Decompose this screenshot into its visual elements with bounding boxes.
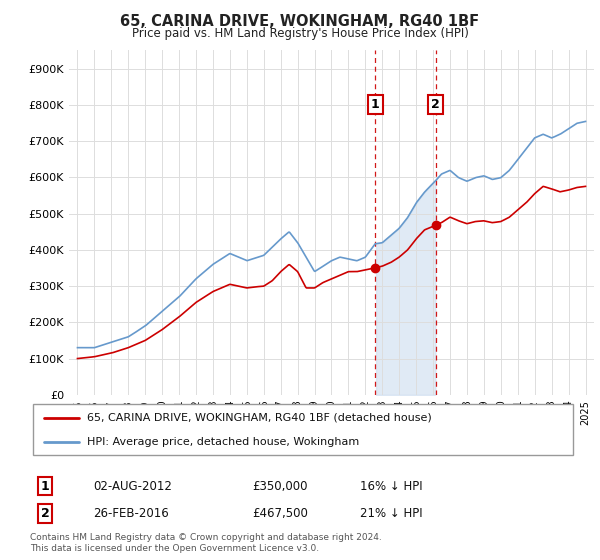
- Text: 2: 2: [41, 507, 49, 520]
- Text: 21% ↓ HPI: 21% ↓ HPI: [360, 507, 422, 520]
- Text: 2: 2: [431, 98, 440, 111]
- Text: 1: 1: [371, 98, 380, 111]
- Text: Price paid vs. HM Land Registry's House Price Index (HPI): Price paid vs. HM Land Registry's House …: [131, 27, 469, 40]
- FancyBboxPatch shape: [33, 404, 573, 455]
- Text: 26-FEB-2016: 26-FEB-2016: [93, 507, 169, 520]
- Text: Contains HM Land Registry data © Crown copyright and database right 2024.
This d: Contains HM Land Registry data © Crown c…: [30, 533, 382, 553]
- Text: 16% ↓ HPI: 16% ↓ HPI: [360, 479, 422, 493]
- Text: 1: 1: [41, 479, 49, 493]
- Text: 65, CARINA DRIVE, WOKINGHAM, RG40 1BF (detached house): 65, CARINA DRIVE, WOKINGHAM, RG40 1BF (d…: [88, 413, 432, 423]
- Text: 02-AUG-2012: 02-AUG-2012: [93, 479, 172, 493]
- Text: 65, CARINA DRIVE, WOKINGHAM, RG40 1BF: 65, CARINA DRIVE, WOKINGHAM, RG40 1BF: [121, 14, 479, 29]
- Text: HPI: Average price, detached house, Wokingham: HPI: Average price, detached house, Woki…: [88, 437, 359, 447]
- Text: £350,000: £350,000: [252, 479, 308, 493]
- Text: £467,500: £467,500: [252, 507, 308, 520]
